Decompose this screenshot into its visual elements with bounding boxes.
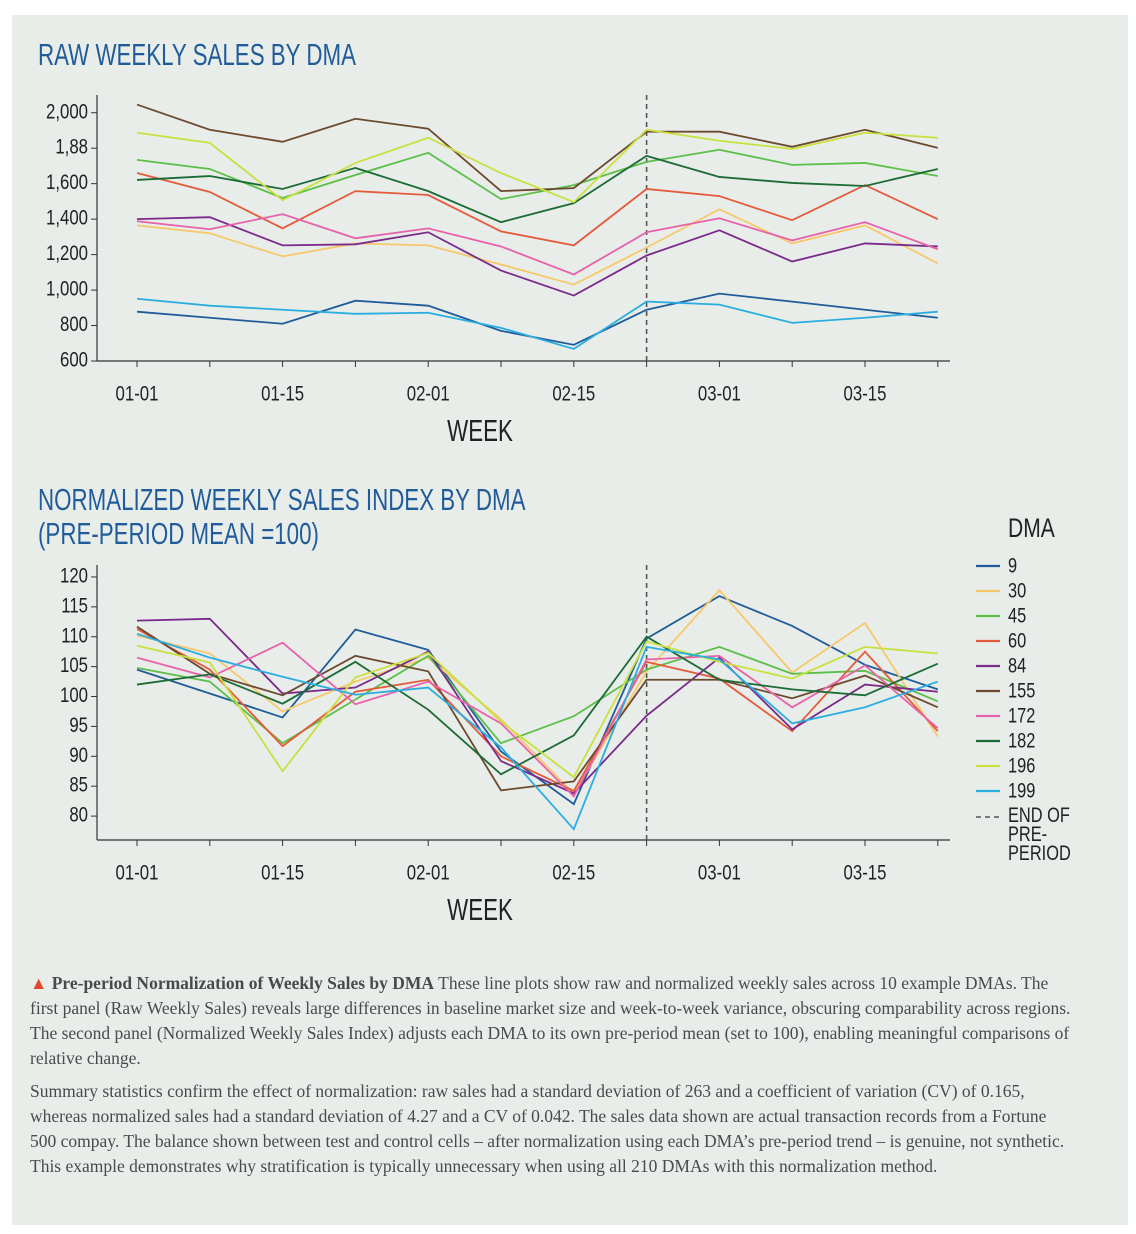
x-tick-label: 03-01 [698,383,741,406]
x-tick-label: 01-01 [116,862,159,885]
legend-label: 60 [1008,629,1026,652]
series-line [136,625,939,792]
y-tick-label: 800 [60,313,88,336]
x-axis-title: WEEK [447,893,513,927]
y-tick-label: 105 [60,655,88,678]
series-line [136,635,939,776]
x-tick-label: 01-15 [261,383,304,406]
legend-label: 30 [1008,579,1026,602]
series-line [136,640,938,779]
caption-icon: ▲ [30,973,48,993]
x-tick-label: 02-15 [552,862,595,885]
caption-text: These line plots show raw and normalized… [30,973,1071,1068]
x-axis-title: WEEK [447,414,513,448]
series-line [136,128,938,204]
x-tick-label: 02-15 [552,383,595,406]
series-line [136,213,939,276]
legend-label: 172 [1008,704,1035,727]
series-line [136,103,939,193]
y-tick-label: 90 [69,744,88,767]
y-tick-label: 120 [60,565,88,588]
series-line [136,292,938,346]
series-line [136,148,938,201]
x-tick-label: 01-01 [116,383,159,406]
series-line [136,645,939,745]
legend-label: 9 [1008,554,1017,577]
x-tick-label: 03-01 [698,862,741,885]
legend-title: DMA [1008,514,1056,544]
series-line [136,628,939,793]
y-tick-label: 1,400 [46,207,88,230]
legend-label: 84 [1008,654,1026,677]
y-tick-label: 1,000 [46,278,88,301]
y-tick-label: 95 [69,714,88,737]
y-tick-label: 1,88 [55,136,88,159]
y-tick-label: 115 [61,595,88,618]
caption-paragraph: ▲ Pre-period Normalization of Weekly Sal… [30,971,1075,1071]
series-line [136,588,939,796]
legend-label: 199 [1008,779,1035,802]
x-tick-label: 03-15 [844,383,887,406]
legend-label: 155 [1008,679,1035,702]
series-line [136,632,939,831]
series-line [136,617,938,795]
y-tick-label: 80 [69,804,88,827]
charts: 600 800 1,000 1,200 1,400 1,600 1,88 2,000 01-01… [46,95,1056,927]
series-line [136,216,938,297]
series-line [136,172,939,247]
legend-label: END OF PRE-PERIOD [1008,804,1071,865]
chart-title: RAW WEEKLY SALES BY DMA [38,37,356,72]
y-tick-label: 100 [60,684,88,707]
legend-label: 45 [1008,604,1026,627]
y-tick-label: 2,000 [46,101,88,124]
y-tick-label: 85 [69,774,88,797]
series-line [136,154,939,224]
x-tick-label: 01-15 [261,862,304,885]
y-tick-label: 600 [60,349,88,372]
series-line [136,641,939,798]
caption-lead: Pre-period Normalization of Weekly Sales… [51,973,435,993]
y-tick-label: 1,200 [46,242,88,265]
x-tick-label: 02-01 [407,383,450,406]
series-line [136,297,938,350]
series-line [136,208,939,286]
chart-title: NORMALIZED WEEKLY SALES INDEX BY DMA (PR… [38,482,525,551]
y-tick-label: 1,600 [46,172,88,195]
caption-paragraph: Summary statistics confirm the effect of… [30,1081,1065,1176]
legend-label: 196 [1008,754,1035,777]
x-tick-label: 03-15 [844,862,887,885]
x-tick-label: 02-01 [407,862,450,885]
legend-label: 182 [1008,729,1035,752]
y-tick-label: 110 [61,625,88,648]
